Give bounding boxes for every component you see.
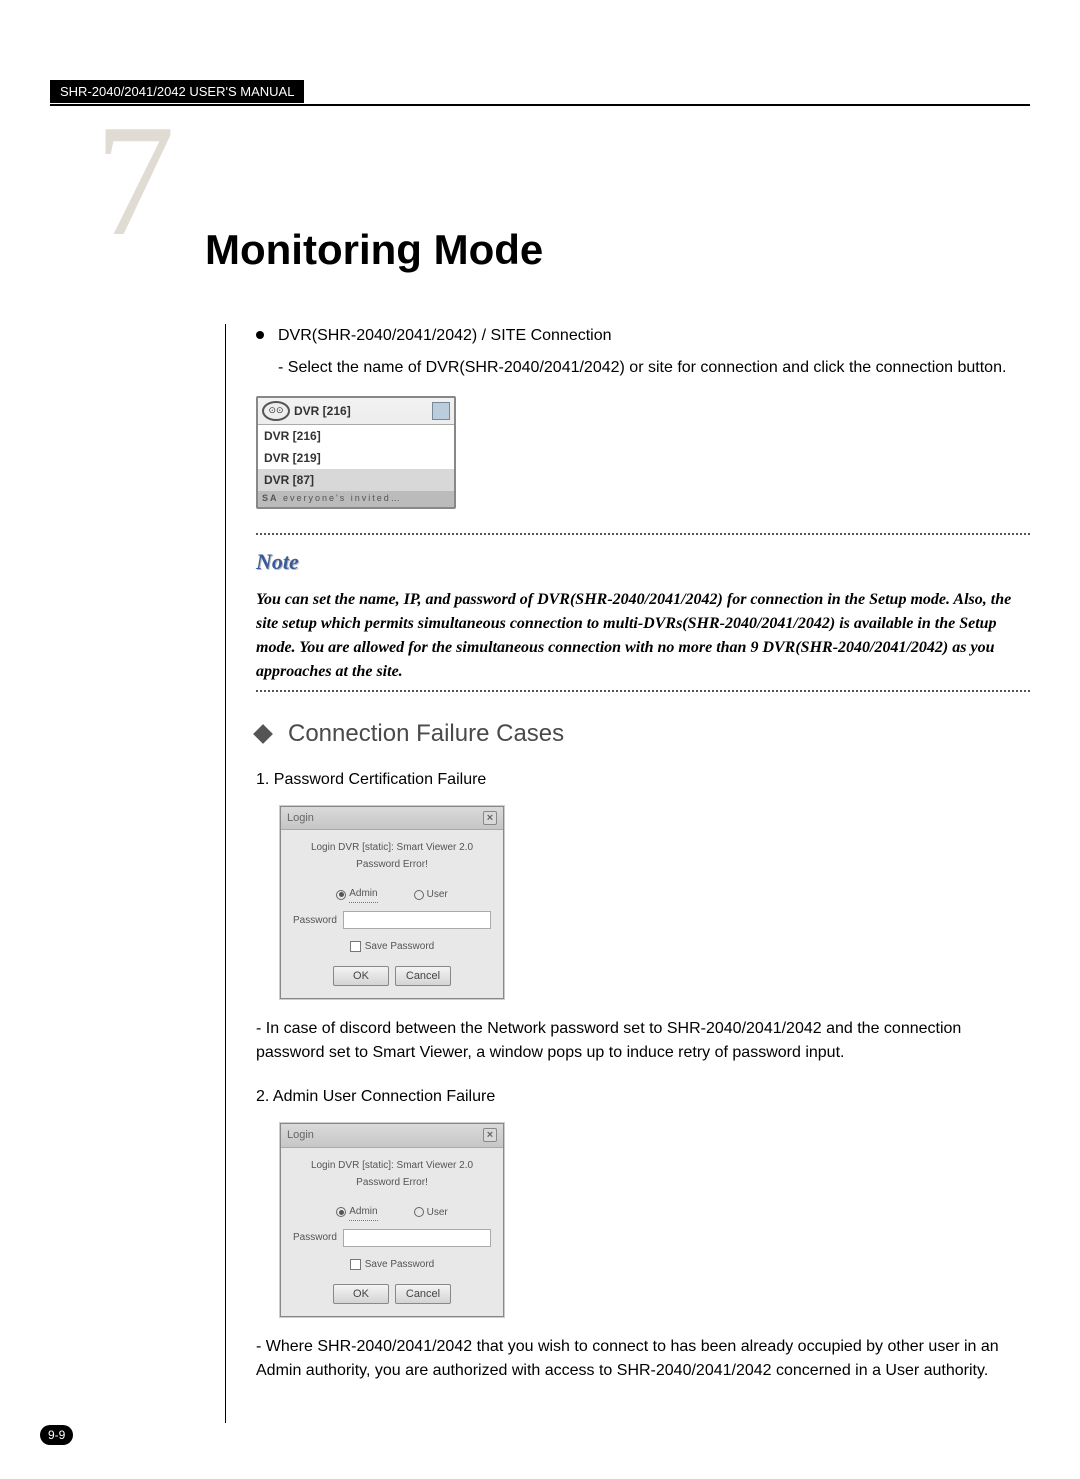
cancel-button[interactable]: Cancel: [395, 1284, 451, 1304]
admin-radio[interactable]: Admin: [336, 1204, 377, 1221]
password-input[interactable]: [343, 1229, 491, 1247]
user-label: User: [427, 887, 448, 902]
bullet-subtext: - Select the name of DVR(SHR-2040/2041/2…: [278, 356, 1030, 380]
case-explain: - In case of discord between the Network…: [256, 1017, 1030, 1065]
header-rule: [50, 104, 1030, 106]
note-body: You can set the name, IP, and password o…: [256, 588, 1030, 684]
note-heading: Note: [256, 545, 1030, 578]
login-dialog: Login × Login DVR [static]: Smart Viewer…: [280, 806, 504, 1000]
case-explain: - Where SHR-2040/2041/2042 that you wish…: [256, 1335, 1030, 1383]
page-header: SHR-2040/2041/2042 USER'S MANUAL: [50, 80, 1030, 106]
diamond-icon: [253, 724, 273, 744]
dropdown-item[interactable]: DVR [219]: [258, 447, 454, 469]
login-dialog: Login × Login DVR [static]: Smart Viewer…: [280, 1123, 504, 1317]
footer-suffix: everyone's invited…: [283, 493, 402, 503]
password-input[interactable]: [343, 911, 491, 929]
password-label: Password: [293, 1230, 337, 1245]
bullet-dot-icon: [256, 331, 264, 339]
admin-radio[interactable]: Admin: [336, 886, 377, 903]
chevron-down-icon[interactable]: [432, 402, 450, 420]
section-heading-text: Connection Failure Cases: [288, 716, 564, 752]
login-message-2: Password Error!: [293, 857, 491, 872]
user-radio[interactable]: User: [414, 1204, 448, 1221]
admin-label: Admin: [349, 886, 377, 903]
login-message-2: Password Error!: [293, 1175, 491, 1190]
case-heading: 2. Admin User Connection Failure: [256, 1085, 1030, 1109]
footer-prefix: SA: [262, 493, 279, 503]
ok-button[interactable]: OK: [333, 1284, 389, 1304]
admin-label: Admin: [349, 1204, 377, 1221]
radio-icon: [336, 890, 346, 900]
chapter-title: Monitoring Mode: [205, 226, 1030, 274]
login-title-text: Login: [287, 1127, 314, 1144]
chapter-number: 7: [95, 100, 175, 260]
radio-icon: [414, 1207, 424, 1217]
content-area: DVR(SHR-2040/2041/2042) / SITE Connectio…: [225, 324, 1030, 1423]
dropdown-item[interactable]: DVR [87]: [258, 469, 454, 491]
dotted-divider: [256, 690, 1030, 692]
user-radio[interactable]: User: [414, 886, 448, 903]
login-role-row: Admin User: [293, 1204, 491, 1221]
dropdown-selected-label: DVR [216]: [294, 402, 351, 420]
checkbox-icon: [350, 941, 361, 952]
save-password-label: Save Password: [365, 1257, 434, 1272]
page-number: 9-9: [40, 1425, 73, 1445]
login-titlebar: Login ×: [281, 1124, 503, 1148]
user-label: User: [427, 1205, 448, 1220]
radio-icon: [414, 890, 424, 900]
save-password-check[interactable]: Save Password: [293, 1257, 491, 1272]
login-message-1: Login DVR [static]: Smart Viewer 2.0: [293, 840, 491, 855]
case-heading: 1. Password Certification Failure: [256, 768, 1030, 792]
login-title-text: Login: [287, 810, 314, 827]
login-message-1: Login DVR [static]: Smart Viewer 2.0: [293, 1158, 491, 1173]
password-label: Password: [293, 913, 337, 928]
dvr-dropdown-figure: ⊙⊙ DVR [216] DVR [216] DVR [219] DVR [87…: [256, 396, 456, 509]
close-icon[interactable]: ×: [483, 811, 497, 825]
bullet-item: DVR(SHR-2040/2041/2042) / SITE Connectio…: [256, 324, 1030, 348]
login-role-row: Admin User: [293, 886, 491, 903]
dropdown-selected[interactable]: ⊙⊙ DVR [216]: [258, 398, 454, 425]
dropdown-box: ⊙⊙ DVR [216] DVR [216] DVR [219] DVR [87…: [256, 396, 456, 509]
ok-button[interactable]: OK: [333, 966, 389, 986]
radio-icon: [336, 1207, 346, 1217]
dropdown-item[interactable]: DVR [216]: [258, 425, 454, 447]
manual-title: SHR-2040/2041/2042 USER'S MANUAL: [50, 80, 304, 103]
bullet-title: DVR(SHR-2040/2041/2042) / SITE Connectio…: [278, 324, 612, 348]
dotted-divider: [256, 533, 1030, 535]
dropdown-list: DVR [216] DVR [219] DVR [87]: [258, 425, 454, 491]
checkbox-icon: [350, 1259, 361, 1270]
dvr-icon: ⊙⊙: [262, 401, 290, 421]
section-heading: Connection Failure Cases: [256, 716, 1030, 752]
save-password-check[interactable]: Save Password: [293, 939, 491, 954]
save-password-label: Save Password: [365, 939, 434, 954]
login-titlebar: Login ×: [281, 807, 503, 831]
close-icon[interactable]: ×: [483, 1128, 497, 1142]
cancel-button[interactable]: Cancel: [395, 966, 451, 986]
dropdown-footer: SA everyone's invited…: [258, 491, 454, 507]
